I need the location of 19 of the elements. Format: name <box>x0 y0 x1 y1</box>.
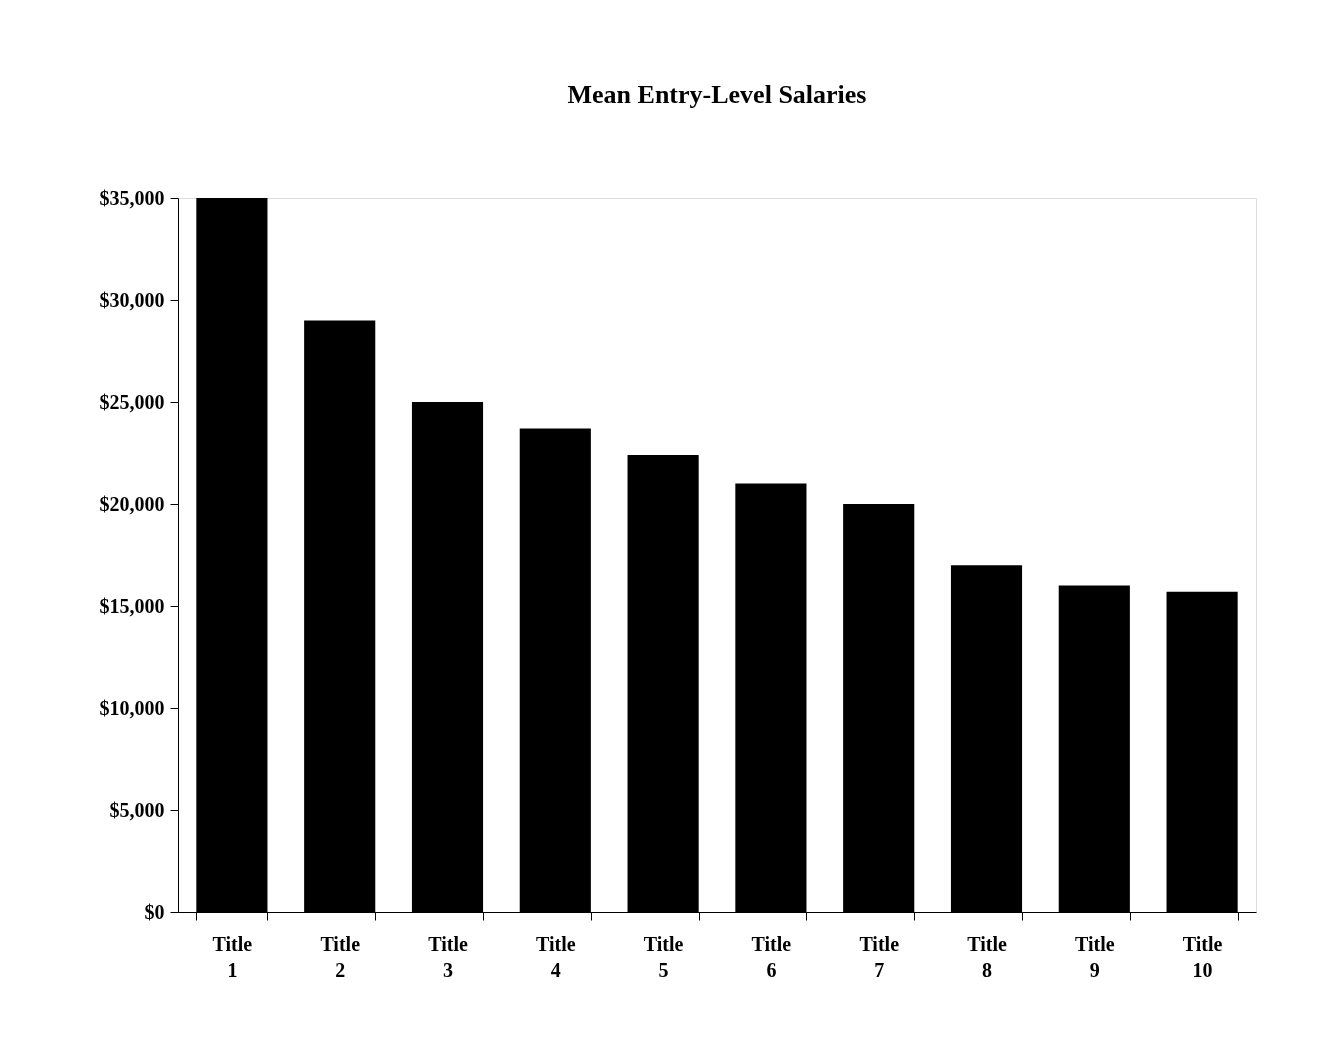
y-tick-label: $35,000 <box>99 186 165 209</box>
y-tick-label: $20,000 <box>99 492 165 515</box>
y-tick-label: $30,000 <box>99 288 165 311</box>
y-tick-label: $5,000 <box>109 798 165 821</box>
x-tick-label: Title 5 <box>643 932 684 981</box>
chart-title: Mean Entry-Level Salaries <box>567 80 867 109</box>
x-tick-label: Title 1 <box>212 932 253 981</box>
y-tick-label: $0 <box>144 900 165 923</box>
x-tick-label: Title 4 <box>535 932 576 981</box>
x-tick-label: Title 6 <box>751 932 792 981</box>
y-tick-label: $25,000 <box>99 390 165 413</box>
y-tick-label: $10,000 <box>99 696 165 719</box>
y-tick-label: $15,000 <box>99 594 165 617</box>
x-tick-label: Title 9 <box>1074 932 1115 981</box>
x-tick-label: Title 3 <box>428 932 468 981</box>
x-tick-label: Title 7 <box>859 932 900 981</box>
x-tick-label: Title 10 <box>1182 932 1223 981</box>
x-tick-label: Title 8 <box>967 932 1007 981</box>
x-tick-label: Title 2 <box>320 932 361 981</box>
